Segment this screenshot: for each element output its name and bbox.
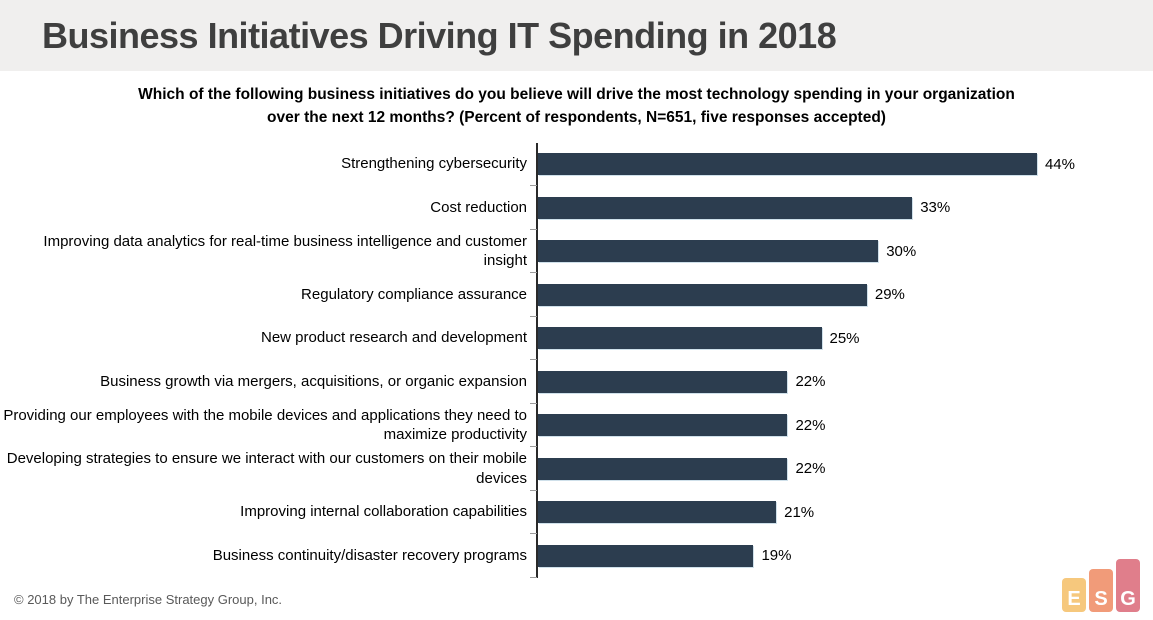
chart-row: Regulatory compliance assurance 29% <box>0 273 1153 317</box>
bar-column: 22% <box>530 447 1153 491</box>
bar-column: 22% <box>530 360 1153 404</box>
bar <box>538 457 788 480</box>
bar-column: 19% <box>530 534 1153 578</box>
chart-row: Improving data analytics for real-time b… <box>0 230 1153 274</box>
category-label: Strengthening cybersecurity <box>341 155 527 173</box>
bar-chart: Strengthening cybersecurity 44% Cost reduc… <box>0 142 1153 578</box>
category-label: Improving internal collaboration capabil… <box>240 503 527 521</box>
bar <box>538 544 754 567</box>
axis-tick <box>530 272 537 274</box>
bar-column: 29% <box>530 273 1153 317</box>
bar-column: 21% <box>530 491 1153 535</box>
value-label: 29% <box>874 286 905 304</box>
bar-column: 33% <box>530 186 1153 230</box>
value-label: 19% <box>761 547 792 565</box>
axis-tick <box>530 533 537 535</box>
bar <box>538 327 822 350</box>
axis-tick <box>530 446 537 448</box>
page-title: Business Initiatives Driving IT Spending… <box>42 14 837 56</box>
bar <box>538 370 788 393</box>
bar <box>538 283 867 306</box>
category-label: New product research and development <box>261 329 527 347</box>
chart-row: Business continuity/disaster recovery pr… <box>0 534 1153 578</box>
chart-rows: Strengthening cybersecurity 44% Cost reduc… <box>0 143 1153 578</box>
value-label: 33% <box>920 199 951 217</box>
axis-tick <box>530 359 537 361</box>
survey-question: Which of the following business initiati… <box>138 86 1015 126</box>
bar-column: 30% <box>530 230 1153 274</box>
bar-column: 25% <box>530 317 1153 361</box>
logo-block-s: S <box>1089 569 1113 612</box>
value-label: 30% <box>886 242 917 260</box>
chart-row: New product research and development 25% <box>0 317 1153 361</box>
value-label: 44% <box>1044 155 1075 173</box>
bar-column: 22% <box>530 404 1153 448</box>
axis-tick <box>530 315 537 317</box>
logo-block-e: E <box>1062 578 1086 612</box>
value-label: 22% <box>795 416 826 434</box>
chart-row: Cost reduction 33% <box>0 186 1153 230</box>
axis-tick <box>530 185 537 187</box>
chart-row: Business growth via mergers, acquisition… <box>0 360 1153 404</box>
chart-row: Developing strategies to ensure we inter… <box>0 447 1153 491</box>
value-label: 25% <box>829 329 860 347</box>
bar <box>538 414 788 437</box>
category-label: Regulatory compliance assurance <box>301 285 527 303</box>
logo-block-g: G <box>1116 559 1140 612</box>
bar-column: 44% <box>530 143 1153 187</box>
bar <box>538 153 1037 176</box>
copyright-text: © 2018 by The Enterprise Strategy Group,… <box>14 592 283 607</box>
category-label: Improving data analytics for real-time b… <box>43 232 527 270</box>
bar <box>538 196 913 219</box>
axis-tick <box>530 402 537 404</box>
axis-tick <box>530 576 537 578</box>
category-label: Providing our employees with the mobile … <box>3 406 527 444</box>
bar <box>538 240 879 263</box>
value-label: 22% <box>795 460 826 478</box>
axis-tick <box>530 489 537 491</box>
chart-row: Providing our employees with the mobile … <box>0 404 1153 448</box>
chart-row: Improving internal collaboration capabil… <box>0 491 1153 535</box>
category-label: Business growth via mergers, acquisition… <box>100 372 527 390</box>
y-axis-line <box>536 142 538 578</box>
axis-tick <box>530 228 537 230</box>
category-label: Business continuity/disaster recovery pr… <box>212 546 527 564</box>
chart-row: Strengthening cybersecurity 44% <box>0 143 1153 187</box>
header-band: Business Initiatives Driving IT Spending… <box>0 0 1153 71</box>
value-label: 22% <box>795 373 826 391</box>
category-label: Cost reduction <box>430 198 527 216</box>
category-label: Developing strategies to ensure we inter… <box>6 450 527 487</box>
bar <box>538 501 777 524</box>
value-label: 21% <box>784 503 815 521</box>
